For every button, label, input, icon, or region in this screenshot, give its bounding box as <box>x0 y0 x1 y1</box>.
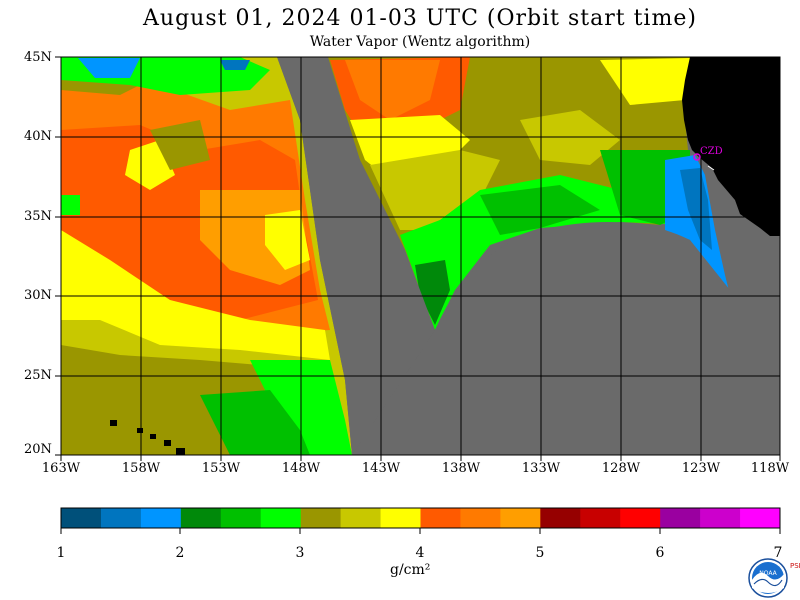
colorbar-swatch <box>300 508 342 528</box>
colorbar-label-7: 7 <box>773 545 783 561</box>
colorbar-swatch <box>340 508 382 528</box>
colorbar-swatch <box>380 508 421 528</box>
colorbar-swatch <box>140 508 182 528</box>
chart-title: August 01, 2024 01-03 UTC (Orbit start t… <box>143 6 697 31</box>
lon-label-118w: 118W <box>750 461 790 476</box>
land <box>682 57 780 236</box>
lon-label-158w: 158W <box>121 461 161 476</box>
colorbar-swatch <box>420 508 461 528</box>
psl-text: PSL <box>790 562 800 570</box>
colorbar-label-1: 1 <box>56 545 66 561</box>
colorbar-swatch <box>460 508 501 528</box>
lon-label-163w: 163W <box>41 461 81 476</box>
colorbar-swatch <box>61 508 102 528</box>
tick-marks <box>55 56 781 461</box>
lon-label-128w: 128W <box>601 461 641 476</box>
noaa-logo-text: NOAA <box>759 570 777 577</box>
colorbar-swatch <box>740 508 781 528</box>
west-swath <box>61 57 352 455</box>
colorbar-swatch <box>260 508 302 528</box>
no-data-arc <box>352 222 780 455</box>
lat-label-40n: 40N <box>24 129 52 144</box>
lat-label-45n: 45N <box>24 50 52 65</box>
colorbar-swatch <box>100 508 142 528</box>
noaa-logo-icon: NOAA <box>748 558 788 598</box>
colorbar-label-3: 3 <box>295 545 305 561</box>
colorbar-swatch <box>580 508 621 528</box>
colorbar-swatch <box>620 508 661 528</box>
lat-label-30n: 30N <box>24 288 52 303</box>
station-marker <box>693 153 715 171</box>
lat-label-35n: 35N <box>24 209 52 224</box>
colorbar-swatch <box>180 508 222 528</box>
lon-label-123w: 123W <box>681 461 721 476</box>
lon-label-138w: 138W <box>441 461 481 476</box>
colorbar-units: g/cm² <box>390 562 431 578</box>
colorbar-label-6: 6 <box>655 545 665 561</box>
colorbar-swatch <box>220 508 262 528</box>
colorbar-swatch <box>540 508 581 528</box>
colorbar-label-5: 5 <box>535 545 545 561</box>
grid-lines <box>60 56 781 456</box>
colorbar <box>60 507 781 529</box>
no-data-gap <box>277 57 435 455</box>
station-label: CZD <box>700 146 723 157</box>
colorbar-swatch <box>700 508 741 528</box>
lon-label-153w: 153W <box>201 461 241 476</box>
lon-label-143w: 143W <box>361 461 401 476</box>
colorbar-swatch <box>500 508 541 528</box>
chart-subtitle: Water Vapor (Wentz algorithm) <box>309 34 531 50</box>
lat-label-25n: 25N <box>24 368 52 383</box>
lat-label-20n: 20N <box>24 442 52 457</box>
colorbar-label-2: 2 <box>175 545 185 561</box>
lon-label-133w: 133W <box>521 461 561 476</box>
colorbar-label-4: 4 <box>415 545 425 561</box>
colorbar-swatch <box>660 508 701 528</box>
lon-label-148w: 148W <box>281 461 321 476</box>
colorbar-ticks <box>60 528 781 534</box>
